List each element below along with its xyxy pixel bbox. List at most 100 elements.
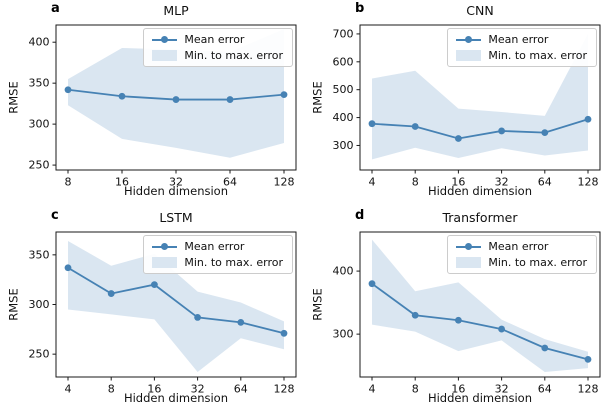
legend-entry-band: Min. to max. error	[456, 49, 587, 62]
x-tick-label: 32	[495, 176, 509, 189]
legend-box: Mean error Min. to max. error	[143, 235, 293, 274]
panel-letter: d	[355, 208, 365, 223]
data-point	[498, 127, 505, 135]
x-tick-label: 8	[65, 176, 72, 189]
x-tick-label: 64	[223, 176, 237, 189]
legend-entry-mean: Mean error	[152, 33, 283, 46]
legend-box: Mean error Min. to max. error	[143, 28, 293, 67]
y-tick-label: 350	[29, 248, 50, 261]
x-tick-label: 32	[169, 176, 183, 189]
data-point	[455, 135, 462, 142]
x-tick-label: 128	[274, 383, 295, 396]
data-point	[411, 311, 419, 319]
y-tick-label: 300	[333, 139, 354, 152]
legend-band-swatch-icon	[456, 50, 482, 61]
legend-line-marker-icon	[152, 243, 178, 250]
data-point	[151, 281, 158, 289]
x-tick-label: 4	[369, 176, 376, 189]
subplot-transformer: 300 400 4 8 16 32 64 128 d Transformer RMSE Hid…	[304, 207, 608, 414]
x-tick-label: 8	[108, 383, 115, 396]
data-point	[411, 123, 419, 130]
legend-band-swatch-icon	[152, 50, 178, 61]
legend-label: Mean error	[488, 240, 549, 253]
chart-title: MLP	[163, 3, 189, 18]
legend-entry-mean: Mean error	[456, 240, 587, 253]
legend-label: Mean error	[184, 33, 245, 46]
x-tick-label: 64	[234, 383, 248, 396]
panel-letter: b	[355, 1, 365, 16]
legend-entry-mean: Mean error	[456, 33, 587, 46]
y-tick-label: 300	[29, 298, 50, 311]
y-tick-label: 300	[333, 328, 354, 341]
chart-title: CNN	[466, 3, 494, 18]
x-axis-label: Hidden dimension	[123, 391, 229, 405]
data-point	[541, 344, 549, 352]
y-tick-label: 400	[333, 111, 354, 124]
data-point	[280, 329, 288, 337]
subplot-cnn: 300 400 500 600 700 4 8 16 32 64 128 b CNN RMSE Hi…	[304, 0, 608, 207]
x-tick-label: 128	[274, 176, 295, 189]
data-point	[194, 314, 202, 321]
mean-error-line	[371, 118, 589, 140]
y-tick-label: 250	[29, 159, 50, 172]
x-tick-label: 4	[65, 383, 72, 396]
legend-entry-band: Min. to max. error	[152, 256, 283, 269]
axes-frame	[359, 231, 601, 378]
mean-error-line	[67, 266, 285, 335]
lstm-chart-canvas: 250 300 350 4 8 16 32 64 128	[29, 231, 297, 396]
x-tick-label: 32	[495, 383, 509, 396]
chart-title: LSTM	[159, 210, 193, 225]
min-max-band	[372, 239, 588, 372]
y-tick-label: 250	[29, 348, 50, 361]
legend-label: Min. to max. error	[488, 49, 587, 62]
x-tick-label: 8	[412, 176, 419, 189]
y-axis-label: RMSE	[310, 288, 325, 321]
y-axis-label: RMSE	[310, 81, 325, 114]
legend-line-marker-icon	[152, 36, 178, 43]
x-tick-label: 4	[369, 383, 376, 396]
legend-entry-band: Min. to max. error	[152, 49, 283, 62]
subplot-lstm: 250 300 350 4 8 16 32 64 128 c LSTM RMSE Hidden …	[0, 207, 304, 414]
panel-letter: a	[51, 1, 60, 16]
x-axis-label: Hidden dimension	[427, 184, 533, 198]
x-axis-label: Hidden dimension	[427, 391, 533, 405]
legend-band-swatch-icon	[152, 257, 178, 268]
y-tick-label: 400	[29, 36, 50, 49]
y-tick-label: 300	[29, 118, 50, 131]
transformer-chart-canvas: 300 400 4 8 16 32 64 128	[333, 231, 601, 396]
x-tick-label: 16	[451, 176, 465, 189]
data-point	[107, 290, 115, 297]
data-point	[280, 91, 288, 99]
legend-label: Min. to max. error	[184, 49, 283, 62]
data-point	[64, 86, 72, 94]
legend-band-swatch-icon	[456, 257, 482, 268]
panel-letter: c	[51, 208, 59, 223]
y-tick-label: 600	[333, 55, 354, 68]
data-point	[237, 318, 245, 326]
y-tick-label: 700	[333, 27, 354, 40]
legend-entry-mean: Mean error	[152, 240, 283, 253]
legend-entry-band: Min. to max. error	[456, 256, 587, 269]
x-tick-label: 64	[538, 383, 552, 396]
axes-frame	[359, 24, 601, 171]
x-axis-label: Hidden dimension	[123, 184, 229, 198]
data-point	[118, 92, 126, 100]
legend-box: Mean error Min. to max. error	[447, 235, 597, 274]
legend-line-marker-icon	[456, 36, 482, 43]
data-point	[584, 355, 592, 363]
legend-label: Mean error	[488, 33, 549, 46]
data-point	[455, 316, 462, 324]
x-tick-label: 128	[578, 383, 599, 396]
x-tick-label: 8	[412, 383, 419, 396]
data-point	[226, 96, 234, 103]
x-tick-label: 16	[115, 176, 129, 189]
cnn-chart-canvas: 300 400 500 600 700 4 8 16 32 64 128	[333, 24, 601, 189]
x-tick-label: 32	[191, 383, 205, 396]
data-point	[172, 96, 180, 103]
data-point	[368, 120, 376, 128]
y-axis-label: RMSE	[6, 288, 21, 321]
x-tick-label: 16	[451, 383, 465, 396]
legend-box: Mean error Min. to max. error	[447, 28, 597, 67]
data-point	[584, 115, 592, 123]
mean-error-line	[371, 282, 589, 361]
